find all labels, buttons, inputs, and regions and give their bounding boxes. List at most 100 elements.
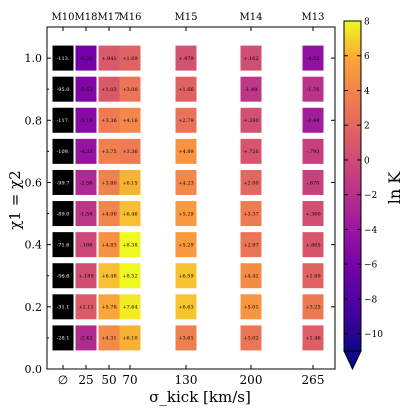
- y-axis-label: χ1 = χ2: [6, 170, 24, 229]
- heatmap-cell-label: +.330: [243, 118, 258, 124]
- heatmap-cell-label: +8.38: [122, 242, 137, 248]
- heatmap-cell: +5.29: [175, 232, 197, 258]
- heatmap-cell-label: +3.80: [101, 180, 116, 186]
- heatmap-cell-rect: [98, 76, 120, 102]
- heatmap-cell-label: +3.36: [122, 149, 137, 155]
- heatmap-cell-rect: [302, 201, 324, 227]
- heatmap-cell: +4.00: [98, 201, 120, 227]
- y-tick-label: 0.8: [25, 114, 43, 127]
- heatmap-cell-rect: [175, 45, 197, 71]
- heatmap-cell-label: +4.41: [243, 274, 258, 280]
- heatmap-cell: +.479: [175, 45, 197, 71]
- heatmap-cell-label: +2.79: [178, 118, 193, 124]
- colorbar-tick-label: −8: [364, 295, 378, 305]
- colorbar-tick-label: 6: [364, 52, 370, 62]
- heatmap-cell: +6.46: [119, 201, 141, 227]
- heatmap-cell-label: +4.89: [178, 149, 193, 155]
- heatmap-cell-label: +6.59: [178, 274, 193, 280]
- heatmap-cell: +1.11: [75, 294, 97, 320]
- heatmap-cell-label: -89.0: [57, 211, 70, 217]
- heatmap-cell-rect: [119, 263, 141, 289]
- heatmap-cell: -2.56: [75, 169, 97, 195]
- heatmap-cell: +6.15: [119, 169, 141, 195]
- heatmap-cell-label: -117.: [57, 118, 70, 124]
- heatmap-cell-rect: [240, 45, 262, 71]
- heatmap-cell-label: -113.: [57, 56, 70, 62]
- y-tick-label: 0.6: [25, 176, 43, 189]
- heatmap-cell-label: +3.25: [305, 305, 320, 311]
- heatmap-cell-label: +4.83: [101, 242, 116, 248]
- heatmap-cell-rect: [240, 107, 262, 133]
- heatmap-cell: -5.53: [75, 76, 97, 102]
- heatmap-cell: +2.97: [240, 232, 262, 258]
- heatmap-cell: -89.0: [52, 201, 74, 227]
- colorbar: 8 6 4 2 0 −2 −4 −6 −8 −10 ln K: [343, 18, 404, 371]
- heatmap-cell-label: -2.56: [80, 180, 93, 186]
- heatmap-cell: +4.31: [98, 325, 120, 351]
- heatmap-cell-label: -3.44: [307, 118, 320, 124]
- heatmap-cell-label: -4.33: [80, 149, 93, 155]
- top-model-label: M18: [75, 12, 98, 23]
- heatmap-cell-rect: [119, 294, 141, 320]
- heatmap-cell-label: +3.75: [101, 149, 116, 155]
- heatmap-cell-rect: [52, 232, 74, 258]
- heatmap-cell-label: -71.6: [57, 242, 70, 248]
- heatmap-cell-label: +6.10: [122, 336, 137, 342]
- heatmap-cell-rect: [175, 76, 197, 102]
- heatmap-cell-rect: [75, 201, 97, 227]
- heatmap-cell-rect: [52, 294, 74, 320]
- heatmap-cell-label: -5.19: [80, 118, 93, 124]
- heatmap-cell-label: +3.00: [122, 87, 137, 93]
- heatmap-cell-label: +4.16: [122, 118, 137, 124]
- colorbar-tick-label: −6: [364, 261, 378, 271]
- heatmap-cell-label: +4.23: [178, 180, 193, 186]
- heatmap-cell-label: -.670: [307, 180, 320, 186]
- heatmap-cell-rect: [98, 107, 120, 133]
- heatmap-cell: +7.64: [119, 294, 141, 320]
- heatmap-cell-label: +4.31: [101, 336, 116, 342]
- heatmap-cell-label: +1.03: [101, 87, 116, 93]
- colorbar-tick-label: −2: [364, 191, 377, 201]
- heatmap-cell: +4.41: [240, 263, 262, 289]
- heatmap-cell: +3.02: [240, 325, 262, 351]
- heatmap-cell: +3.37: [240, 201, 262, 227]
- heatmap-cell: -95.0: [52, 76, 74, 102]
- heatmap-cell-label: +1.66: [178, 87, 193, 93]
- heatmap-cell: -109.: [52, 138, 74, 164]
- heatmap-cell-rect: [119, 45, 141, 71]
- heatmap-cell: -2.42: [75, 325, 97, 351]
- heatmap-cell-rect: [119, 107, 141, 133]
- heatmap-cell-rect: [98, 325, 120, 351]
- heatmap-cell: +.162: [240, 45, 262, 71]
- heatmap-cell: -31.1: [52, 294, 74, 320]
- heatmap-cell: -.186: [75, 232, 97, 258]
- heatmap-cell-rect: [119, 138, 141, 164]
- heatmap-cell-rect: [175, 325, 197, 351]
- colorbar-extend-min: [343, 350, 362, 371]
- heatmap-cell-rect: [240, 294, 262, 320]
- x-tick-label: 265: [302, 373, 325, 387]
- y-tick-label: 0.0: [25, 363, 43, 376]
- heatmap-cell: -1.76: [302, 76, 324, 102]
- heatmap-cell-rect: [52, 263, 74, 289]
- heatmap-cell-label: -.186: [80, 242, 93, 248]
- heatmap-cell-rect: [98, 169, 120, 195]
- heatmap-cell: +.941: [98, 45, 120, 71]
- heatmap-cell-label: -109.: [57, 149, 70, 155]
- heatmap-cell: +4.23: [175, 169, 197, 195]
- x-tick-label: ∅: [58, 373, 68, 387]
- heatmap-cell-label: +2.00: [243, 180, 258, 186]
- heatmap-cell-label: +3.37: [243, 211, 258, 217]
- heatmap-cell: +2.00: [240, 169, 262, 195]
- heatmap-cell-label: +3.36: [101, 118, 116, 124]
- heatmap-cell-label: -6.26: [80, 56, 93, 62]
- heatmap-cell-rect: [175, 107, 197, 133]
- heatmap-cell-label: +6.46: [122, 211, 137, 217]
- y-axis-ticks: 0.0 0.2 0.4 0.6 0.8 1.0: [25, 26, 335, 376]
- heatmap-cell: +.330: [240, 107, 262, 133]
- heatmap-cell-rect: [240, 232, 262, 258]
- heatmap-cell-rect: [98, 45, 120, 71]
- heatmap-cell: +.189: [75, 263, 97, 289]
